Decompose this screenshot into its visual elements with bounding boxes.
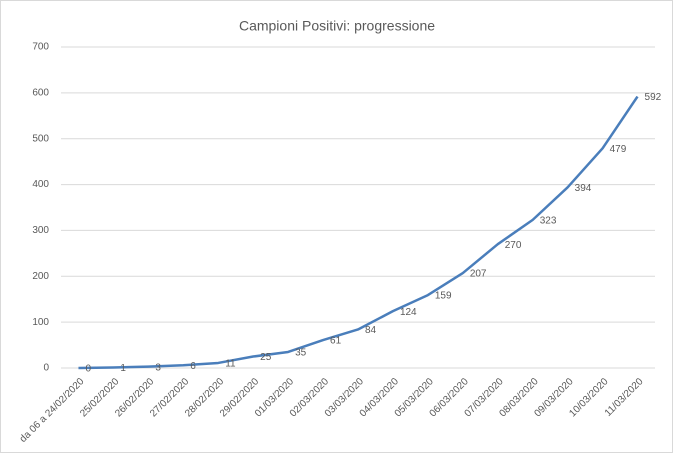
data-label: 159	[435, 291, 452, 302]
data-label: 11	[225, 359, 236, 370]
chart-border	[0, 0, 673, 453]
data-label: 61	[330, 336, 342, 347]
data-label: 207	[470, 269, 487, 280]
y-tick-label: 300	[32, 225, 49, 236]
data-label: 6	[190, 361, 196, 372]
chart-title: Campioni Positivi: progressione	[239, 18, 435, 34]
y-tick-label: 400	[32, 179, 49, 190]
y-tick-label: 500	[32, 133, 49, 144]
y-tick-label: 200	[32, 271, 49, 282]
data-label: 592	[645, 92, 662, 103]
y-tick-label: 0	[43, 363, 49, 374]
y-tick-label: 600	[32, 87, 49, 98]
data-label: 3	[155, 362, 161, 373]
data-label: 124	[400, 307, 417, 318]
data-label: 84	[365, 325, 377, 336]
data-label: 1	[120, 363, 126, 374]
data-label: 394	[575, 183, 592, 194]
data-label: 0	[85, 364, 91, 375]
data-label: 25	[260, 352, 272, 363]
y-tick-label: 100	[32, 317, 49, 328]
data-label: 270	[505, 240, 522, 251]
data-label: 323	[540, 216, 557, 227]
data-label: 479	[610, 144, 627, 155]
data-label: 35	[295, 348, 307, 359]
y-tick-label: 700	[32, 42, 49, 53]
data-line	[78, 95, 639, 370]
